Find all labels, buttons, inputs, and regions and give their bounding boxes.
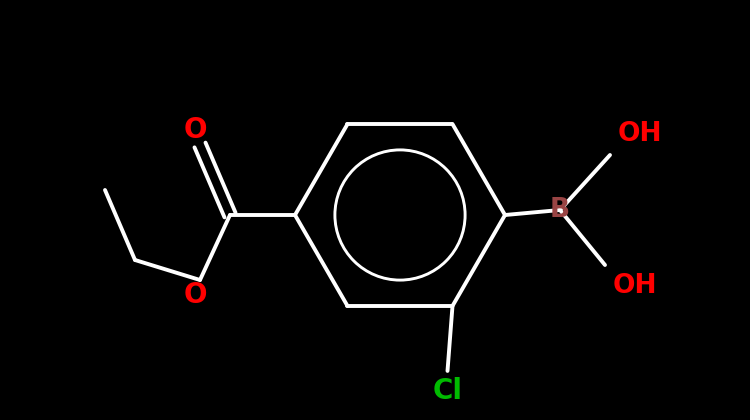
Text: O: O [183,116,207,144]
Text: OH: OH [618,121,662,147]
Text: B: B [550,197,570,223]
Text: O: O [183,281,207,309]
Text: Cl: Cl [433,377,463,405]
Text: OH: OH [613,273,658,299]
